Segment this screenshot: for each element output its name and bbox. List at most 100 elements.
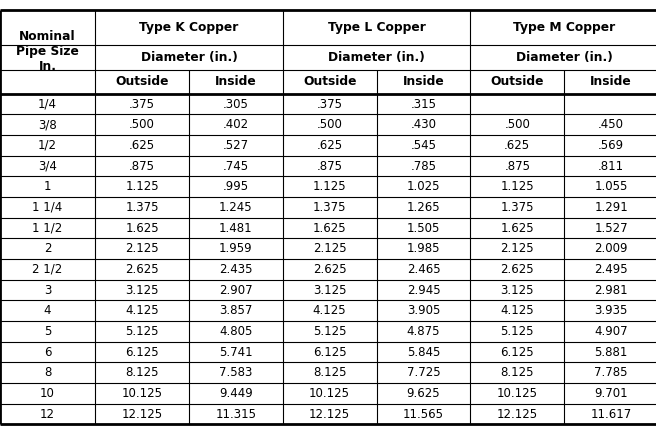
Text: 7.725: 7.725 xyxy=(407,366,440,379)
Text: 1 1/4: 1 1/4 xyxy=(32,201,63,214)
Text: .402: .402 xyxy=(223,118,249,132)
Text: 12.125: 12.125 xyxy=(121,408,163,421)
Text: 1.245: 1.245 xyxy=(219,201,253,214)
Text: .450: .450 xyxy=(598,118,624,132)
Text: 4.907: 4.907 xyxy=(594,325,628,338)
Text: .545: .545 xyxy=(411,139,436,152)
Text: 1.375: 1.375 xyxy=(501,201,534,214)
Text: 2.125: 2.125 xyxy=(125,242,159,255)
Text: .785: .785 xyxy=(411,160,436,173)
Text: 6.125: 6.125 xyxy=(501,345,534,358)
Text: Diameter (in.): Diameter (in.) xyxy=(328,51,425,64)
Text: 5.125: 5.125 xyxy=(313,325,346,338)
Text: 9.449: 9.449 xyxy=(219,387,253,400)
Text: .875: .875 xyxy=(317,160,342,173)
Text: 2.945: 2.945 xyxy=(407,283,440,296)
Text: 1/2: 1/2 xyxy=(38,139,57,152)
Text: 4.805: 4.805 xyxy=(219,325,253,338)
Text: 3/8: 3/8 xyxy=(38,118,57,132)
Text: Type M Copper: Type M Copper xyxy=(513,21,615,34)
Text: 2.009: 2.009 xyxy=(594,242,628,255)
Text: 1.625: 1.625 xyxy=(501,222,534,235)
Text: 3.935: 3.935 xyxy=(594,304,628,317)
Text: 8: 8 xyxy=(44,366,51,379)
Text: 1.505: 1.505 xyxy=(407,222,440,235)
Text: Type L Copper: Type L Copper xyxy=(327,21,426,34)
Text: 4.125: 4.125 xyxy=(501,304,534,317)
Text: .625: .625 xyxy=(504,139,530,152)
Text: .995: .995 xyxy=(223,180,249,193)
Text: 10.125: 10.125 xyxy=(497,387,538,400)
Text: 1.265: 1.265 xyxy=(407,201,440,214)
Text: 1.959: 1.959 xyxy=(219,242,253,255)
Text: Outside: Outside xyxy=(303,75,356,88)
Text: 5.125: 5.125 xyxy=(125,325,159,338)
Text: .875: .875 xyxy=(129,160,155,173)
Text: Diameter (in.): Diameter (in.) xyxy=(516,51,613,64)
Text: 5.845: 5.845 xyxy=(407,345,440,358)
Text: 2.625: 2.625 xyxy=(501,263,534,276)
Text: 2.125: 2.125 xyxy=(501,242,534,255)
Text: .625: .625 xyxy=(317,139,342,152)
Text: 8.125: 8.125 xyxy=(313,366,346,379)
Text: 3.857: 3.857 xyxy=(219,304,253,317)
Text: 1.375: 1.375 xyxy=(313,201,346,214)
Text: .375: .375 xyxy=(317,98,342,111)
Text: 7.583: 7.583 xyxy=(219,366,253,379)
Text: 3.905: 3.905 xyxy=(407,304,440,317)
Text: 3.125: 3.125 xyxy=(313,283,346,296)
Text: .500: .500 xyxy=(317,118,342,132)
Text: .569: .569 xyxy=(598,139,624,152)
Text: 3.125: 3.125 xyxy=(501,283,534,296)
Text: .315: .315 xyxy=(411,98,436,111)
Text: 12: 12 xyxy=(40,408,55,421)
Text: .745: .745 xyxy=(223,160,249,173)
Text: 2 1/2: 2 1/2 xyxy=(32,263,63,276)
Text: 3.125: 3.125 xyxy=(125,283,159,296)
Text: 1 1/2: 1 1/2 xyxy=(32,222,63,235)
Text: 1.291: 1.291 xyxy=(594,201,628,214)
Text: 6.125: 6.125 xyxy=(125,345,159,358)
Text: 10.125: 10.125 xyxy=(309,387,350,400)
Text: .875: .875 xyxy=(504,160,530,173)
Text: 5.741: 5.741 xyxy=(219,345,253,358)
Text: 8.125: 8.125 xyxy=(501,366,534,379)
Text: 1: 1 xyxy=(44,180,51,193)
Text: 3: 3 xyxy=(44,283,51,296)
Text: 11.565: 11.565 xyxy=(403,408,444,421)
Text: Inside: Inside xyxy=(215,75,256,88)
Text: 1.985: 1.985 xyxy=(407,242,440,255)
Text: 2.981: 2.981 xyxy=(594,283,628,296)
Text: 2.907: 2.907 xyxy=(219,283,253,296)
Text: Nominal
Pipe Size
In.: Nominal Pipe Size In. xyxy=(16,30,79,73)
Text: 1.125: 1.125 xyxy=(501,180,534,193)
Text: 8.125: 8.125 xyxy=(125,366,159,379)
Text: 5.881: 5.881 xyxy=(594,345,628,358)
Text: 1/4: 1/4 xyxy=(38,98,57,111)
Text: Inside: Inside xyxy=(590,75,632,88)
Text: 9.701: 9.701 xyxy=(594,387,628,400)
Text: 12.125: 12.125 xyxy=(497,408,538,421)
Text: 7.785: 7.785 xyxy=(594,366,628,379)
Text: 1.025: 1.025 xyxy=(407,180,440,193)
Text: .375: .375 xyxy=(129,98,155,111)
Text: 11.315: 11.315 xyxy=(215,408,256,421)
Text: 3/4: 3/4 xyxy=(38,160,57,173)
Text: 4.875: 4.875 xyxy=(407,325,440,338)
Text: 2: 2 xyxy=(44,242,51,255)
Text: Inside: Inside xyxy=(403,75,444,88)
Text: 5: 5 xyxy=(44,325,51,338)
Text: .430: .430 xyxy=(411,118,436,132)
Text: .811: .811 xyxy=(598,160,624,173)
Text: Diameter (in.): Diameter (in.) xyxy=(140,51,237,64)
Text: .625: .625 xyxy=(129,139,155,152)
Text: .527: .527 xyxy=(223,139,249,152)
Text: Type K Copper: Type K Copper xyxy=(139,21,239,34)
Text: 12.125: 12.125 xyxy=(309,408,350,421)
Text: .305: .305 xyxy=(223,98,249,111)
Text: 1.055: 1.055 xyxy=(594,180,628,193)
Text: .500: .500 xyxy=(129,118,155,132)
Text: 2.125: 2.125 xyxy=(313,242,346,255)
Text: 11.617: 11.617 xyxy=(590,408,632,421)
Text: 5.125: 5.125 xyxy=(501,325,534,338)
